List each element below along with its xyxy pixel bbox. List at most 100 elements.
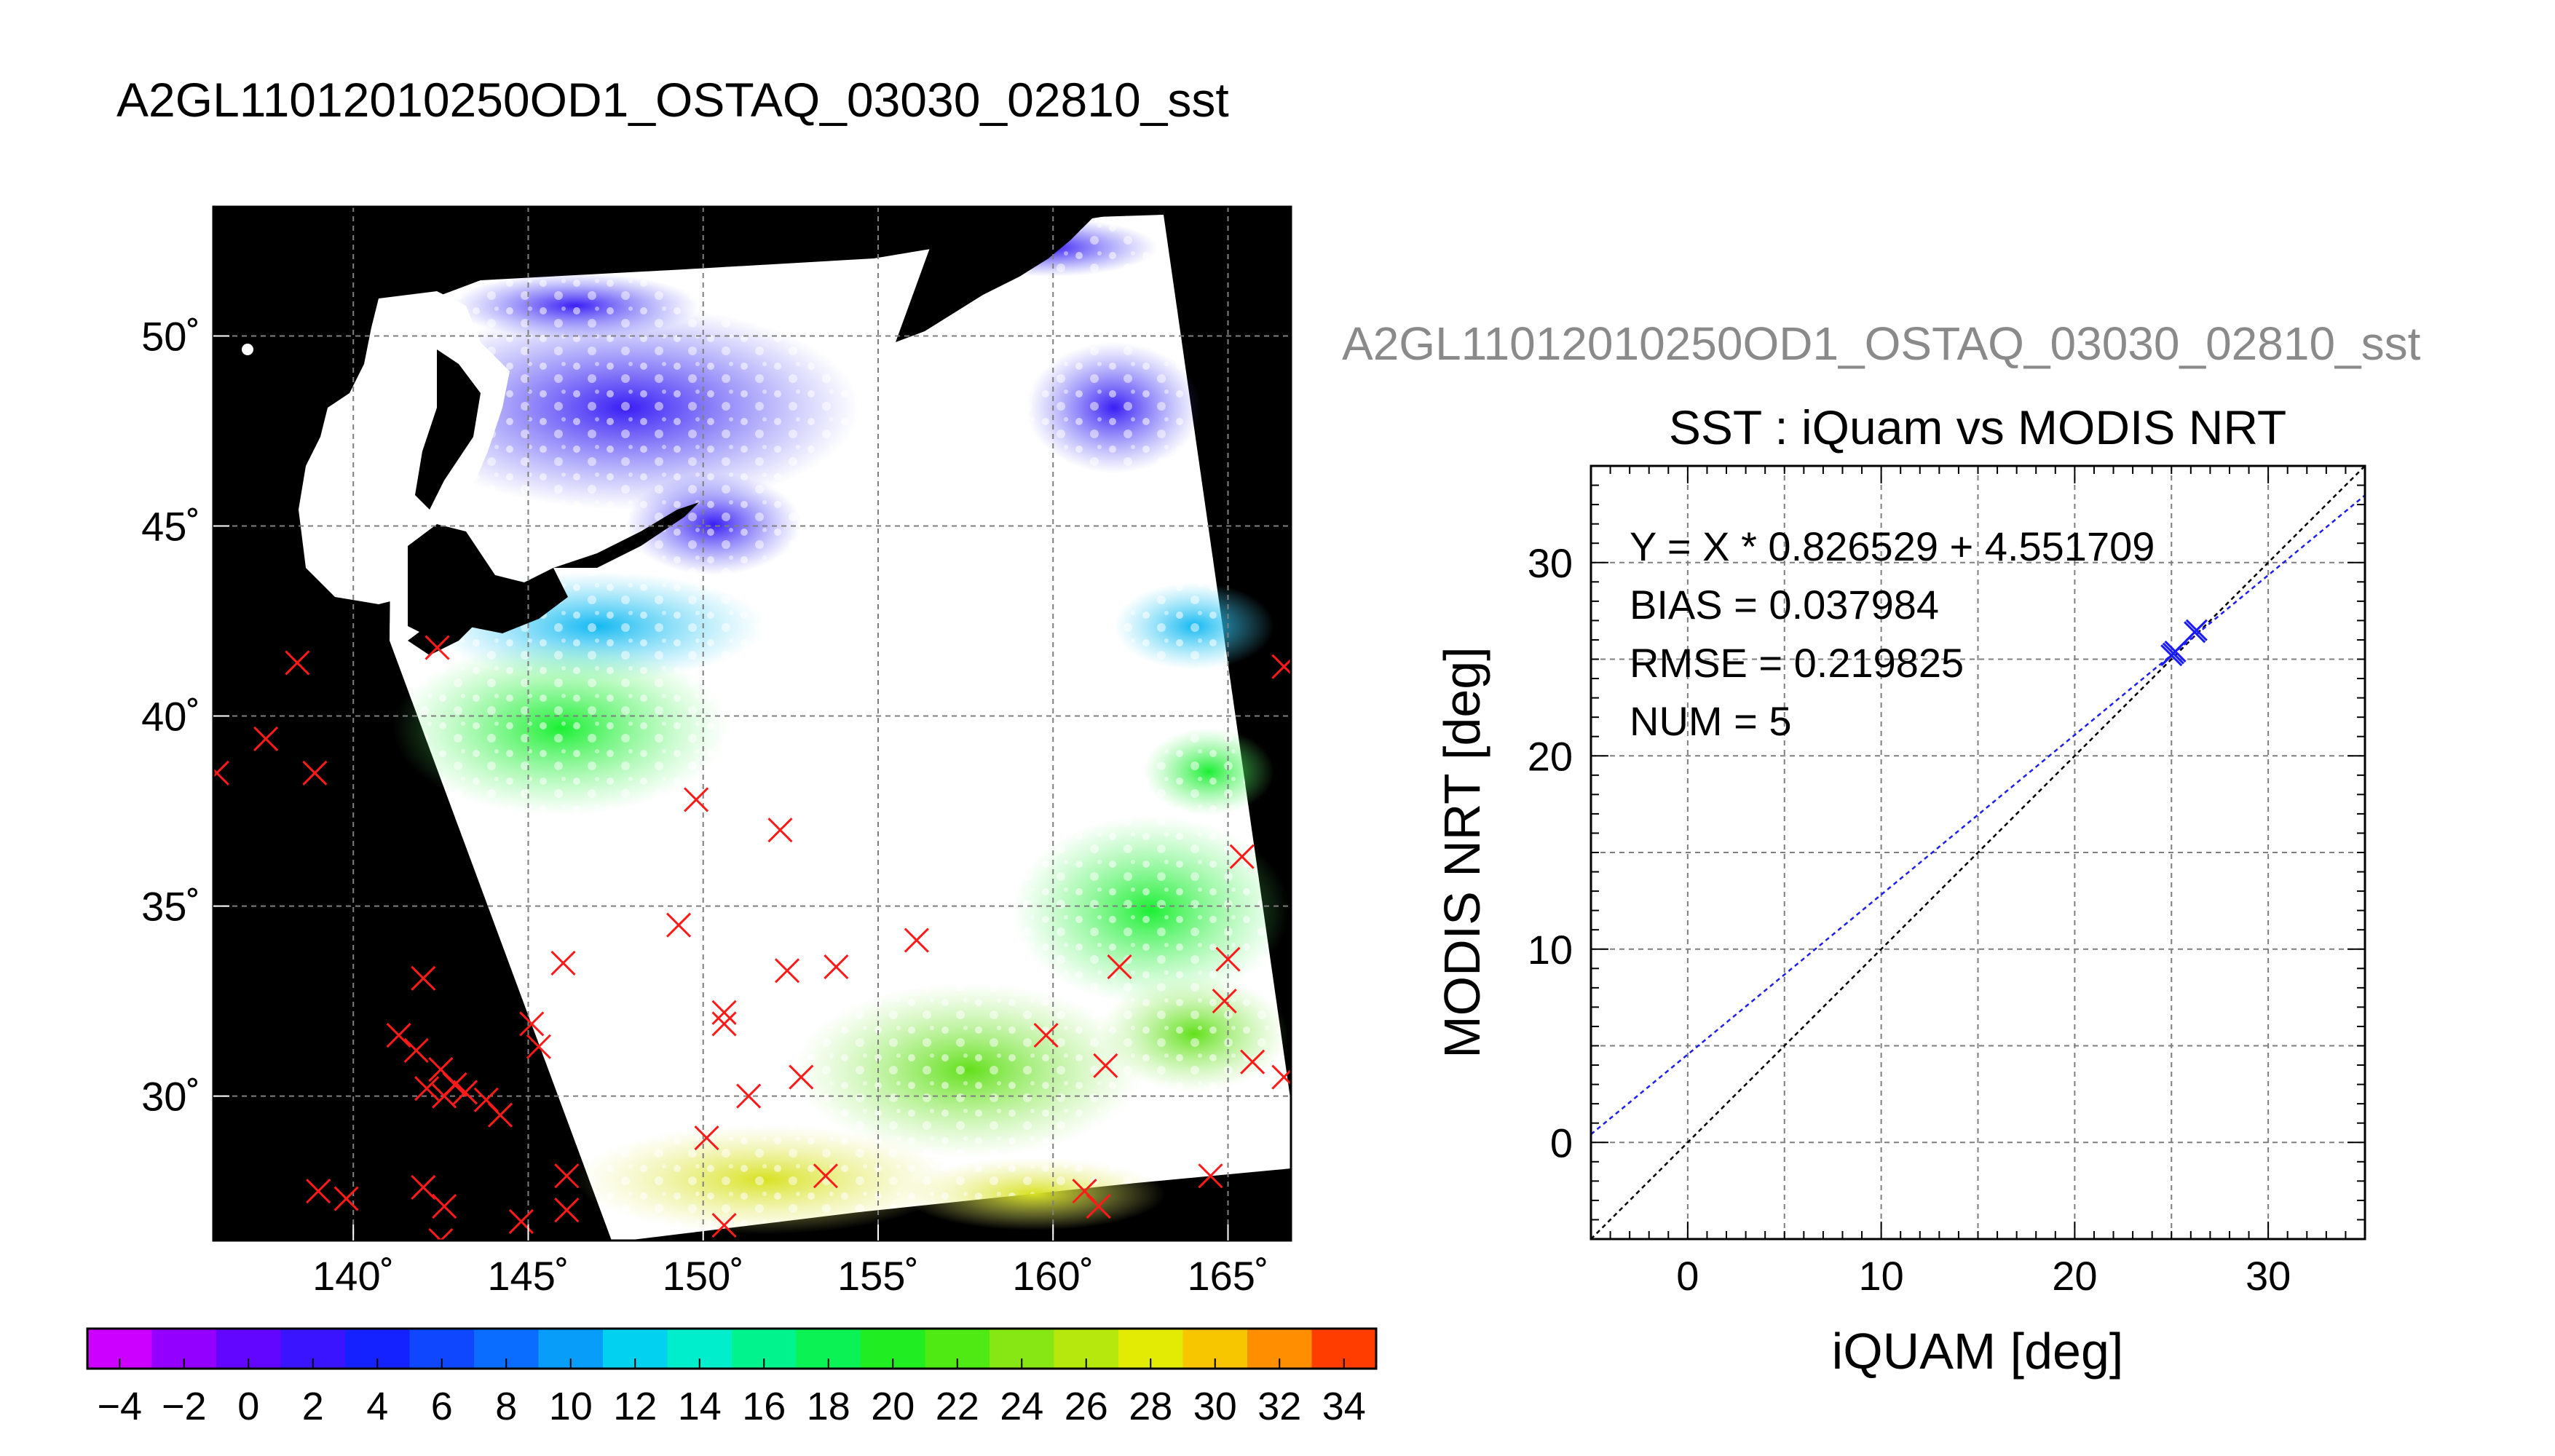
scatter-ytick-label: 30 (1528, 540, 1573, 586)
scatter-xlabel: iQUAM [deg] (1832, 1323, 2124, 1380)
scatter-ytick-label: 20 (1528, 733, 1573, 779)
colorbar-tick-label: 34 (1322, 1385, 1366, 1428)
scatter-point (2162, 642, 2184, 665)
land (242, 207, 1164, 655)
map-marker (694, 1125, 719, 1151)
colorbar-tick-label: 0 (237, 1385, 259, 1428)
colorbar-tick-label: 30 (1193, 1385, 1237, 1428)
map-marker (1240, 1049, 1265, 1075)
scatter-xtick-label: 0 (1676, 1253, 1699, 1299)
map-marker (789, 1064, 814, 1090)
map-marker (333, 1186, 359, 1211)
map-marker (1271, 654, 1291, 679)
map-marker (432, 1083, 457, 1109)
map-marker (767, 818, 793, 843)
map-xtick-label: 150˚ (663, 1253, 744, 1299)
colorbar-tick-label: 24 (1000, 1385, 1043, 1428)
map-marker (554, 1163, 580, 1189)
map-marker (411, 965, 436, 991)
scatter-xtick-label: 20 (2052, 1253, 2097, 1299)
scatter-annotations: Y = X * 0.826529 + 4.551709 BIAS = 0.0379… (1630, 523, 2155, 744)
map-frame (212, 205, 1292, 1242)
land-hokkaido (408, 524, 568, 641)
map-marker (306, 1179, 331, 1204)
scatter-annotation: RMSE = 0.219825 (1630, 640, 1964, 686)
map-xtick-label: 160˚ (1012, 1253, 1094, 1299)
colorbar: −4 −2 0 2 4 6 8 10 12 14 16 18 20 22 24 26 28 30 32 34 (86, 1327, 1378, 1428)
one-to-one-line (1591, 466, 2365, 1239)
map-marker (1033, 1023, 1059, 1048)
scatter-title: SST : iQuam vs MODIS NRT (1669, 400, 2286, 454)
main-title: A2GL11012010250OD1_OSTAQ_03030_02810_sst (117, 73, 1229, 127)
colorbar-tick-label: 2 (302, 1385, 324, 1428)
scatter-ytick-label: 10 (1528, 927, 1573, 973)
map-ytick-label: 45˚ (141, 504, 200, 550)
map-marker (554, 1198, 580, 1223)
map-marker (519, 1011, 545, 1037)
scatter-ticks: 0 10 20 30 0 10 20 30 (1528, 465, 2366, 1299)
map-marker (711, 1011, 737, 1037)
land-island-strip (408, 604, 481, 655)
map-marker (526, 1034, 551, 1059)
map-marker (1086, 1193, 1111, 1219)
scatter-points (2160, 619, 2208, 667)
scatter-xtick-label: 10 (1858, 1253, 1903, 1299)
map-marker (253, 726, 279, 751)
map-marker (1215, 946, 1241, 972)
map-ytick-label: 35˚ (141, 884, 200, 930)
map-ytick-label: 50˚ (141, 314, 200, 360)
colorbar-tick-label: 10 (549, 1385, 593, 1428)
colorbar-tick-label: 4 (366, 1385, 388, 1428)
map-grid (213, 207, 1291, 1241)
scatter-grid (1591, 466, 2365, 1239)
map-marker (666, 912, 692, 938)
map-marker (285, 650, 310, 676)
map-marker (1093, 1053, 1118, 1078)
map-xtick-label: 140˚ (312, 1253, 394, 1299)
colorbar-tick-label: 12 (613, 1385, 657, 1428)
map-xtick-label: 145˚ (487, 1253, 569, 1299)
map-marker (813, 1163, 838, 1189)
colorbar-tick-label: 6 (431, 1385, 453, 1428)
scatter-annotation: BIAS = 0.037984 (1630, 582, 1939, 628)
map-marker (411, 1174, 436, 1200)
cloud-texture (390, 215, 1291, 1241)
colorbar-tick-label: 8 (495, 1385, 517, 1428)
map-marker (1198, 1163, 1223, 1189)
scatter-point (2185, 619, 2208, 641)
map-marker (824, 954, 849, 980)
map-marker (213, 760, 229, 786)
map-marker (403, 1037, 429, 1064)
map-marker (1107, 954, 1132, 980)
colorbar-tick-label: 16 (742, 1385, 786, 1428)
map-marker (1212, 989, 1237, 1014)
map-marker (550, 950, 576, 976)
map-marker (736, 1083, 762, 1109)
colorbar-tick-label: 14 (678, 1385, 722, 1428)
map-marker (428, 1227, 454, 1241)
colorbar-tick-label: 28 (1129, 1385, 1172, 1428)
colorbar-frame (86, 1327, 1378, 1370)
map-marker (711, 1000, 737, 1025)
colorbar-tick-label: 32 (1257, 1385, 1301, 1428)
land-kamchatka (896, 207, 1164, 342)
colorbar-tick-label: 20 (871, 1385, 915, 1428)
map-xtick-label: 165˚ (1187, 1253, 1268, 1299)
land-islet (242, 344, 253, 355)
scatter-plot: SST : iQuam vs MODIS NRT 0 10 20 300102030 … (1434, 400, 2366, 1380)
map-marker (1229, 844, 1255, 869)
map-xtick-label: 155˚ (837, 1253, 919, 1299)
map-marker (1271, 1064, 1291, 1090)
regression-line (1591, 494, 2365, 1136)
land-kuril (553, 502, 699, 568)
colorbar-tick-label: −4 (97, 1385, 142, 1428)
map-marker (684, 787, 709, 812)
side-title: A2GL11012010250OD1_OSTAQ_03030_02810_sst (1342, 317, 2421, 370)
map-marker (487, 1102, 513, 1128)
land-sakhalin-coast (415, 349, 481, 510)
map-marker (508, 1208, 534, 1234)
map-marker (452, 1080, 478, 1105)
map-marker (904, 927, 929, 953)
